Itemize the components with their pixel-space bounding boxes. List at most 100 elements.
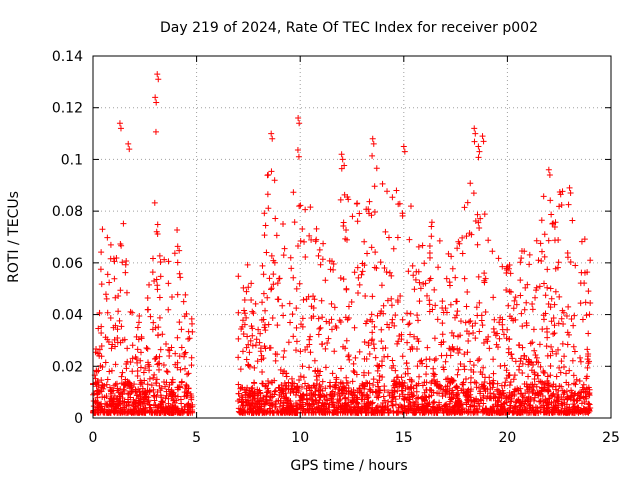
data-point xyxy=(428,219,435,226)
data-point xyxy=(243,356,250,363)
data-point xyxy=(345,396,352,403)
data-point xyxy=(523,299,530,306)
data-point xyxy=(153,376,160,383)
data-point xyxy=(569,357,576,364)
data-point xyxy=(534,390,541,397)
data-point xyxy=(462,392,469,399)
data-point xyxy=(272,387,279,394)
data-point xyxy=(164,369,171,376)
data-point xyxy=(280,312,287,319)
data-point xyxy=(583,312,590,319)
data-point xyxy=(503,335,510,342)
data-point xyxy=(459,234,466,241)
data-point xyxy=(298,321,305,328)
data-point xyxy=(178,326,185,333)
data-point xyxy=(449,395,456,402)
data-point xyxy=(494,403,501,410)
data-point xyxy=(188,354,195,361)
data-point xyxy=(176,319,183,326)
data-point xyxy=(335,385,342,392)
data-point xyxy=(426,356,433,363)
data-point xyxy=(343,226,350,233)
data-point xyxy=(97,266,104,273)
data-point xyxy=(428,223,435,230)
data-point xyxy=(328,300,335,307)
data-point xyxy=(317,324,324,331)
data-point xyxy=(330,260,337,267)
data-point xyxy=(123,365,130,372)
data-point xyxy=(268,286,275,293)
data-point xyxy=(302,380,309,387)
data-point xyxy=(148,406,155,413)
data-point xyxy=(551,330,558,337)
data-point xyxy=(419,360,426,367)
data-point xyxy=(467,358,474,365)
data-point xyxy=(446,390,453,397)
data-point xyxy=(119,394,126,401)
data-point xyxy=(479,133,486,140)
data-point xyxy=(289,311,296,318)
data-point xyxy=(332,323,339,330)
data-point xyxy=(401,380,408,387)
data-point xyxy=(183,393,190,400)
data-point xyxy=(282,395,289,402)
data-point xyxy=(305,382,312,389)
data-point xyxy=(269,135,276,142)
data-point xyxy=(545,379,552,386)
data-point xyxy=(394,297,401,304)
data-point xyxy=(584,356,591,363)
data-point xyxy=(269,407,276,414)
data-point xyxy=(413,388,420,395)
data-point xyxy=(485,237,492,244)
data-point xyxy=(102,334,109,341)
data-point xyxy=(279,387,286,394)
data-point xyxy=(415,338,422,345)
data-point xyxy=(472,335,479,342)
y-tick-label: 0.02 xyxy=(52,359,83,375)
data-point xyxy=(351,269,358,276)
data-point xyxy=(531,397,538,404)
data-point xyxy=(374,362,381,369)
data-point xyxy=(137,408,144,415)
data-point xyxy=(475,154,482,161)
data-point xyxy=(316,391,323,398)
data-point xyxy=(282,382,289,389)
data-point xyxy=(547,285,554,292)
data-point xyxy=(324,340,331,347)
data-point xyxy=(470,362,477,369)
data-point xyxy=(299,363,306,370)
data-point xyxy=(134,346,141,353)
data-point xyxy=(358,389,365,396)
data-point xyxy=(490,356,497,363)
y-tick-label: 0.14 xyxy=(52,49,83,65)
data-point xyxy=(261,210,268,217)
data-point xyxy=(578,400,585,407)
data-point xyxy=(521,353,528,360)
x-axis-label: GPS time / hours xyxy=(290,458,407,474)
data-point xyxy=(162,383,169,390)
data-point xyxy=(115,308,122,315)
data-point xyxy=(113,380,120,387)
data-point xyxy=(512,358,519,365)
data-point xyxy=(577,354,584,361)
data-point xyxy=(305,293,312,300)
data-point xyxy=(317,261,324,268)
data-point xyxy=(566,367,573,374)
data-point xyxy=(178,400,185,407)
data-point xyxy=(454,395,461,402)
data-point xyxy=(307,204,314,211)
data-point xyxy=(548,295,555,302)
data-point xyxy=(552,219,559,226)
data-point xyxy=(429,403,436,410)
data-point xyxy=(586,311,593,318)
data-point xyxy=(540,193,547,200)
data-point xyxy=(124,345,131,352)
data-point xyxy=(294,242,301,249)
data-point xyxy=(326,320,333,327)
data-point xyxy=(368,337,375,344)
data-point xyxy=(463,394,470,401)
data-point xyxy=(119,369,126,376)
data-point xyxy=(256,339,263,346)
data-point xyxy=(371,323,378,330)
data-point xyxy=(470,190,477,197)
